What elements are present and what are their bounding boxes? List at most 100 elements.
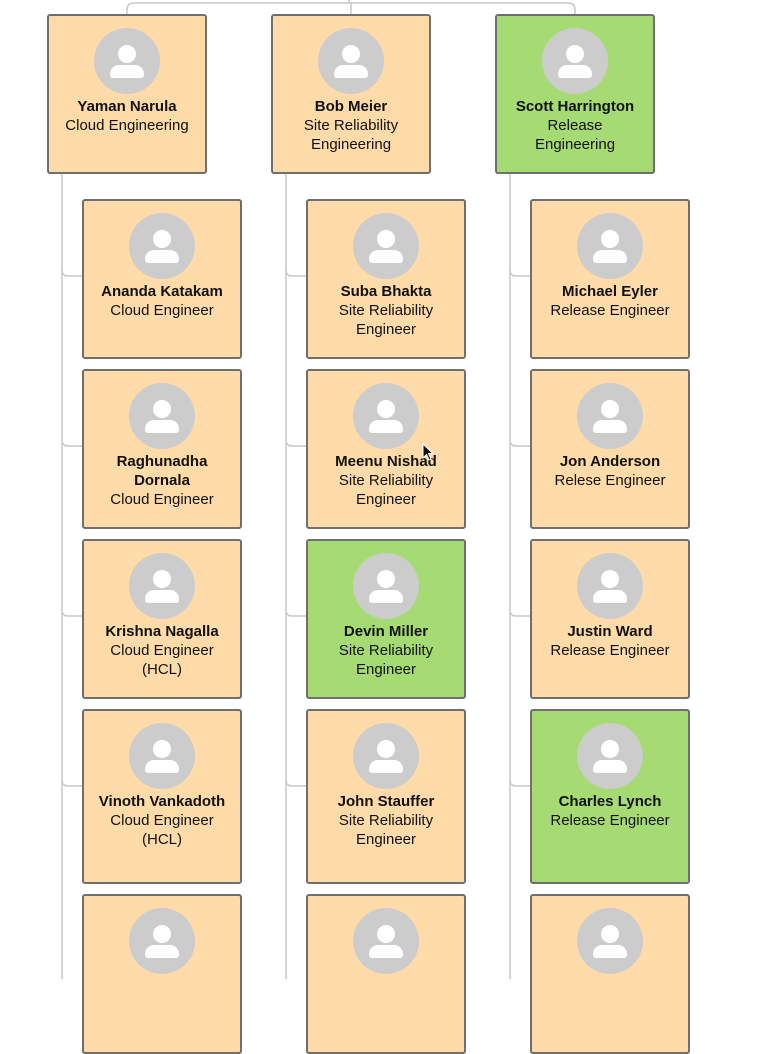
report-branch-connector xyxy=(285,439,306,447)
report-card[interactable]: Raghunadha Dornala Cloud Engineer xyxy=(82,369,242,529)
report-branch-connector xyxy=(509,269,530,277)
person-role: Release Engineer xyxy=(550,642,670,659)
card-text: Devin Miller Site Reliability Engineer xyxy=(312,622,460,679)
report-card[interactable]: Ananda Katakam Cloud Engineer xyxy=(82,199,242,359)
avatar-icon xyxy=(353,908,419,974)
person-name: Suba Bhakta xyxy=(340,283,432,300)
avatar-head xyxy=(153,740,171,758)
person-name: Charles Lynch xyxy=(558,793,662,810)
avatar-icon xyxy=(542,28,608,94)
card-text: Jon Anderson Relese Engineer xyxy=(536,452,684,490)
avatar-head xyxy=(601,570,619,588)
avatar-head xyxy=(153,925,171,943)
report-card[interactable]: Krishna Nagalla Cloud Engineer (HCL) xyxy=(82,539,242,699)
person-name: Yaman Narula xyxy=(77,98,177,115)
person-role: Cloud Engineer xyxy=(110,302,214,319)
avatar-icon xyxy=(129,383,195,449)
avatar-head xyxy=(377,230,395,248)
avatar-body xyxy=(369,420,403,433)
mouse-cursor-icon xyxy=(422,443,434,461)
person-role: Cloud Engineer (HCL) xyxy=(110,812,214,848)
card-text: John Stauffer Site Reliability Engineer xyxy=(312,792,460,849)
card-text: Scott Harrington Release Engineering xyxy=(501,97,649,154)
avatar-body xyxy=(593,760,627,773)
report-card[interactable]: Suba Bhakta Site Reliability Engineer xyxy=(306,199,466,359)
manager-card[interactable]: Bob Meier Site Reliability Engineering xyxy=(271,14,431,174)
avatar-icon xyxy=(577,213,643,279)
avatar-head xyxy=(601,925,619,943)
report-branch-connector xyxy=(285,609,306,617)
avatar-body xyxy=(145,420,179,433)
person-name: Devin Miller xyxy=(343,623,429,640)
org-chart: Yaman Narula Cloud Engineering Ananda Kata… xyxy=(47,0,690,1054)
avatar-head xyxy=(118,45,136,63)
person-name: Jon Anderson xyxy=(559,453,661,470)
report-branch-connector xyxy=(509,779,530,787)
person-role: Release Engineer xyxy=(550,302,670,319)
report-branch-connector xyxy=(285,269,306,277)
avatar-body xyxy=(145,760,179,773)
person-name: Meenu Nishad xyxy=(335,453,437,470)
report-branch-connector xyxy=(61,779,82,787)
card-text: Justin Ward Release Engineer xyxy=(536,622,684,660)
person-role: Site Reliability Engineer xyxy=(338,302,434,338)
report-branch-connector xyxy=(61,269,82,277)
card-text: Suba Bhakta Site Reliability Engineer xyxy=(312,282,460,339)
report-card[interactable] xyxy=(530,894,690,1054)
avatar-body xyxy=(369,590,403,603)
report-card[interactable]: Meenu Nishad Site Reliability Engineer xyxy=(306,369,466,529)
person-name: Krishna Nagalla xyxy=(105,623,219,640)
person-role: Release Engineering xyxy=(534,117,616,153)
person-name: John Stauffer xyxy=(337,793,435,810)
report-card[interactable]: Justin Ward Release Engineer xyxy=(530,539,690,699)
report-card[interactable]: Michael Eyler Release Engineer xyxy=(530,199,690,359)
person-name: Bob Meier xyxy=(314,98,388,115)
avatar-body xyxy=(110,65,144,78)
avatar-head xyxy=(601,740,619,758)
avatar-icon xyxy=(94,28,160,94)
person-role: Site Reliability Engineer xyxy=(338,472,434,508)
report-branch-connector xyxy=(509,439,530,447)
card-text: Charles Lynch Release Engineer xyxy=(536,792,684,830)
report-card[interactable] xyxy=(306,894,466,1054)
avatar-head xyxy=(342,45,360,63)
avatar-body xyxy=(558,65,592,78)
avatar-head xyxy=(566,45,584,63)
report-branch-connector xyxy=(285,779,306,787)
avatar-icon xyxy=(577,553,643,619)
card-text: Vinoth Vankadoth Cloud Engineer (HCL) xyxy=(88,792,236,849)
person-role: Cloud Engineer (HCL) xyxy=(110,642,214,678)
person-name: Ananda Katakam xyxy=(101,283,223,300)
report-branch-connector xyxy=(61,439,82,447)
card-text: Bob Meier Site Reliability Engineering xyxy=(277,97,425,154)
report-card[interactable] xyxy=(82,894,242,1054)
person-role: Release Engineer xyxy=(550,812,670,829)
avatar-head xyxy=(601,230,619,248)
avatar-icon xyxy=(129,723,195,789)
person-role: Cloud Engineer xyxy=(110,491,214,508)
report-card[interactable]: John Stauffer Site Reliability Engineer xyxy=(306,709,466,884)
manager-card[interactable]: Scott Harrington Release Engineering xyxy=(495,14,655,174)
person-role: Site Reliability Engineering xyxy=(303,117,399,153)
avatar-body xyxy=(593,590,627,603)
avatar-head xyxy=(153,400,171,418)
avatar-head xyxy=(377,925,395,943)
report-card[interactable]: Charles Lynch Release Engineer xyxy=(530,709,690,884)
report-card[interactable]: Devin Miller Site Reliability Engineer xyxy=(306,539,466,699)
avatar-body xyxy=(593,420,627,433)
manager-card[interactable]: Yaman Narula Cloud Engineering xyxy=(47,14,207,174)
avatar-head xyxy=(601,400,619,418)
person-name: Michael Eyler xyxy=(562,283,658,300)
avatar-head xyxy=(377,400,395,418)
avatar-body xyxy=(369,250,403,263)
avatar-icon xyxy=(577,908,643,974)
report-card[interactable]: Jon Anderson Relese Engineer xyxy=(530,369,690,529)
avatar-body xyxy=(593,250,627,263)
person-name: Scott Harrington xyxy=(515,98,635,115)
avatar-icon xyxy=(129,213,195,279)
avatar-icon xyxy=(353,723,419,789)
avatar-icon xyxy=(577,723,643,789)
person-name: Vinoth Vankadoth xyxy=(98,793,226,810)
avatar-head xyxy=(377,740,395,758)
report-card[interactable]: Vinoth Vankadoth Cloud Engineer (HCL) xyxy=(82,709,242,884)
